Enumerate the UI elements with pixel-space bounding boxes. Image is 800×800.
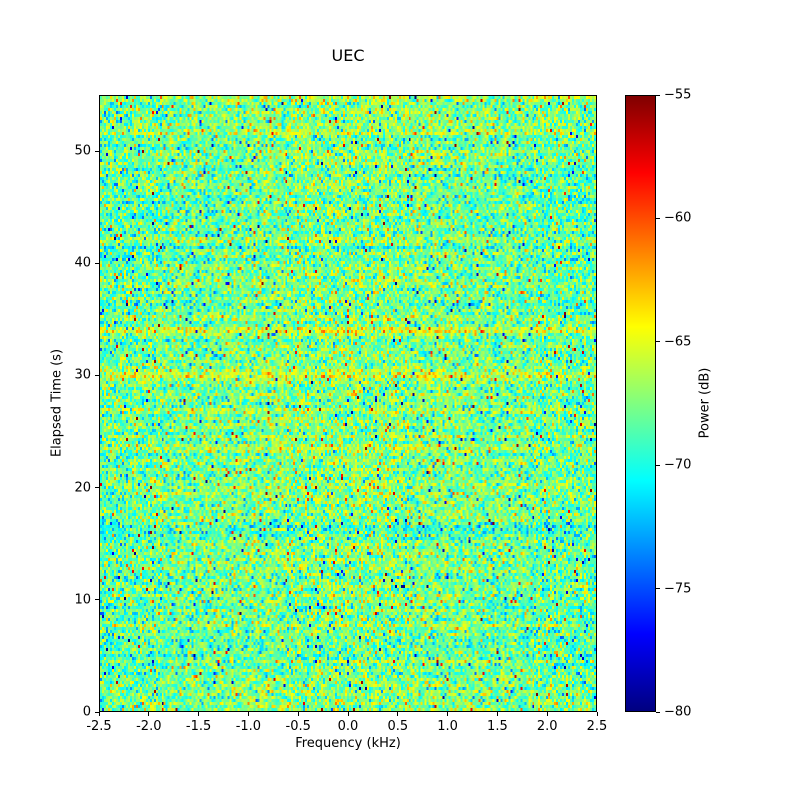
y-tick-mark [95,599,99,601]
colorbar-tick-mark [656,217,660,219]
y-tick-label: 40 [74,255,91,271]
x-tick-label: -1.5 [185,719,212,734]
x-tick-mark [596,712,598,716]
plot-area [99,95,597,712]
colorbar-label: Power (dB) [697,367,713,439]
y-tick-mark [95,150,99,152]
y-tick-mark [95,711,99,713]
x-tick-label: 1.0 [437,719,458,734]
spectrogram-canvas [100,96,596,711]
colorbar-tick-mark [656,94,660,96]
x-tick-label: 0.0 [337,719,359,734]
y-tick-label: 30 [74,367,91,383]
x-tick-mark [546,712,548,716]
colorbar-tick-label: −55 [664,87,692,103]
chart-title: UEC [331,46,365,65]
y-tick-label: 50 [74,143,91,159]
y-tick-mark [95,487,99,489]
colorbar-tick-label: −70 [664,457,692,473]
x-tick-label: 1.5 [487,719,508,734]
x-tick-label: 0.5 [387,719,409,734]
colorbar-tick-mark [656,341,660,343]
y-axis-label: Elapsed Time (s) [49,348,65,458]
y-tick-mark [95,374,99,376]
x-tick-mark [198,712,200,716]
colorbar-tick-label: −65 [664,334,692,350]
y-tick-label: 10 [74,592,91,608]
y-tick-label: 20 [74,480,91,496]
x-tick-label: -0.5 [285,719,311,734]
x-tick-mark [247,712,249,716]
x-tick-mark [447,712,449,716]
y-tick-label: 0 [82,704,91,720]
x-tick-label: -2.5 [86,719,112,734]
colorbar-tick-mark [656,588,660,590]
colorbar-tick-label: −80 [664,704,692,720]
colorbar-tick-label: −75 [664,581,692,597]
x-tick-mark [397,712,399,716]
x-tick-mark [496,712,498,716]
x-tick-mark [347,712,349,716]
x-tick-label: 2.5 [586,719,608,734]
x-tick-label: -1.0 [235,719,262,734]
colorbar-gradient [626,96,655,711]
x-tick-mark [297,712,299,716]
y-tick-mark [95,262,99,264]
x-tick-mark [98,712,100,716]
colorbar-tick-label: −60 [664,210,692,226]
colorbar [625,95,656,712]
x-tick-label: 2.0 [536,719,558,734]
colorbar-tick-mark [656,711,660,713]
x-tick-mark [148,712,150,716]
x-axis-label: Frequency (kHz) [295,736,401,751]
x-tick-label: -2.0 [136,719,162,734]
colorbar-tick-mark [656,464,660,466]
